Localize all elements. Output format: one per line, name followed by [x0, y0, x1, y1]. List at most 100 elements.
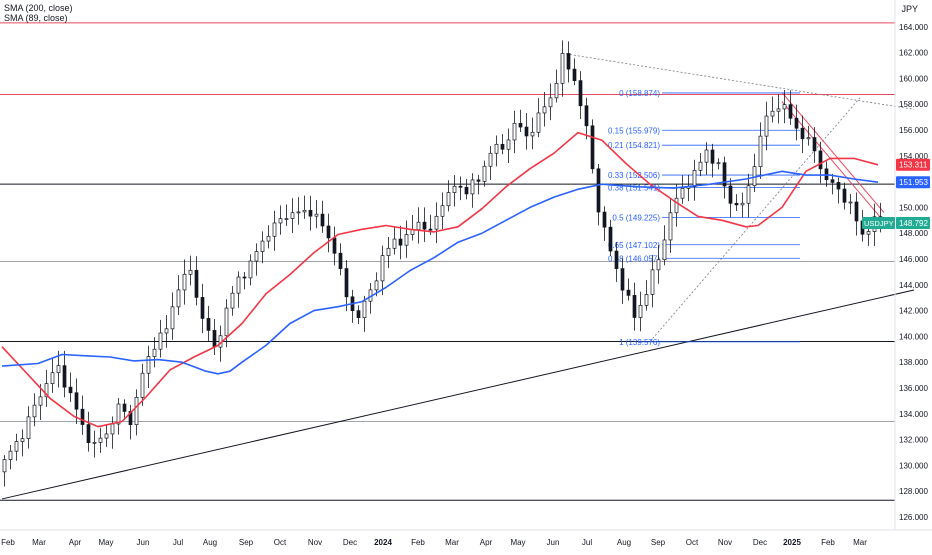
fib-level-label: 0.21 (154.821) — [608, 141, 660, 150]
candle-body — [560, 53, 565, 84]
candle-body — [104, 433, 109, 439]
candle-body — [332, 237, 337, 254]
trend-line — [649, 97, 861, 342]
candle-body — [122, 403, 127, 412]
trend-line — [781, 101, 885, 222]
time-tick-label: Sep — [239, 538, 254, 547]
candle-body — [50, 372, 55, 384]
candle-body — [380, 255, 385, 282]
candle-body — [668, 212, 673, 241]
candle-body — [2, 459, 7, 473]
price-tick-label: 138.000 — [899, 358, 928, 367]
candle-body — [386, 247, 391, 256]
candle-body — [776, 108, 781, 112]
candle-body — [164, 328, 169, 334]
candle-body — [224, 307, 229, 337]
candle-body — [74, 392, 79, 410]
time-tick-label: Jun — [547, 538, 560, 547]
candle-body — [254, 251, 259, 262]
time-tick-label: Mar — [445, 538, 459, 547]
candle-body — [344, 268, 349, 298]
candle-body — [86, 424, 91, 443]
candle-body — [482, 165, 487, 182]
candle-body — [698, 161, 703, 171]
candle-body — [140, 372, 145, 398]
candle-body — [284, 218, 289, 220]
time-tick-label: Aug — [203, 538, 217, 547]
time-tick-label: Jun — [137, 538, 150, 547]
candle-body — [704, 149, 709, 163]
candle-body — [602, 211, 607, 228]
candle-body — [44, 383, 49, 398]
candle-body — [746, 185, 751, 204]
candle-body — [488, 152, 493, 167]
candle-body — [656, 259, 661, 271]
candle-body — [638, 305, 643, 318]
candle-body — [374, 280, 379, 291]
candle-body — [710, 149, 715, 164]
price-tick-label: 132.000 — [899, 436, 928, 445]
price-tick-label: 164.000 — [899, 23, 928, 32]
candle-body — [68, 386, 73, 394]
candle-body — [206, 318, 211, 331]
time-tick-label: Apr — [69, 538, 82, 547]
symbol-badge: USDJPY — [864, 219, 894, 228]
candle-body — [362, 300, 367, 318]
candle-body — [326, 225, 331, 239]
candle-body — [788, 104, 793, 119]
candle-body — [278, 218, 283, 224]
candle-body — [578, 80, 583, 107]
candle-body — [650, 269, 655, 295]
candle-body — [260, 240, 265, 252]
candle-body — [116, 403, 121, 425]
candle-body — [554, 82, 559, 99]
candle-body — [830, 179, 835, 183]
price-tick-label: 140.000 — [899, 332, 928, 341]
fib-level-label: 0.5 (149.225) — [612, 213, 660, 222]
candle-body — [608, 226, 613, 252]
sma89-value-badge: 153.311 — [899, 161, 928, 170]
fib-level-label: 0.68 (146.057) — [608, 254, 660, 263]
symbol-badge-bg — [862, 216, 895, 229]
sma200-value-badge-bg — [896, 176, 930, 189]
candle-body — [128, 411, 133, 426]
legend-sma200[interactable]: SMA (200, close) — [4, 3, 73, 13]
candle-body — [530, 131, 535, 137]
trend-line — [781, 92, 885, 213]
candle-body — [320, 213, 325, 227]
time-tick-label: Feb — [821, 538, 835, 547]
candle-body — [740, 202, 745, 206]
candle-body — [392, 238, 397, 249]
candle-body — [806, 137, 811, 140]
candle-body — [26, 416, 31, 440]
candle-body — [662, 239, 667, 261]
candle-body — [632, 295, 637, 318]
price-tick-label: 142.000 — [899, 307, 928, 316]
candle-body — [512, 122, 517, 141]
candle-body — [38, 396, 43, 406]
candle-body — [80, 408, 85, 425]
sma89-value-badge-bg — [896, 158, 930, 171]
candle-body — [176, 289, 181, 308]
time-tick-label: Apr — [480, 538, 493, 547]
candle-body — [506, 139, 511, 150]
candle-body — [92, 442, 97, 444]
price-tick-label: 136.000 — [899, 384, 928, 393]
sma89-line — [1, 131, 879, 428]
price-tick-label: 160.000 — [899, 74, 928, 83]
candle-body — [422, 221, 427, 230]
candle-body — [308, 209, 313, 217]
candle-body — [272, 222, 277, 237]
legend-sma89[interactable]: SMA (89, close) — [4, 13, 68, 23]
price-tick-label: 154.000 — [899, 152, 928, 161]
price-tick-label: 162.000 — [899, 49, 928, 58]
price-tick-label: 134.000 — [899, 410, 928, 419]
time-tick-label: Jul — [173, 538, 183, 547]
price-tick-label: 150.000 — [899, 203, 928, 212]
candle-body — [230, 292, 235, 309]
candle-body — [266, 235, 271, 242]
candle-body — [584, 105, 589, 127]
candle-body — [434, 215, 439, 230]
